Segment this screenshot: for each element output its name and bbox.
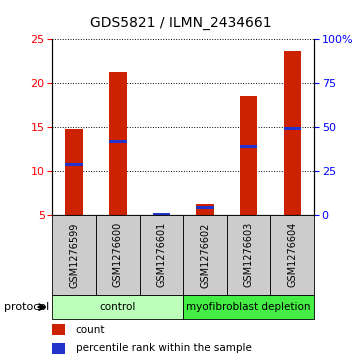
Bar — [227, 215, 270, 295]
Text: GSM1276602: GSM1276602 — [200, 222, 210, 287]
Text: GSM1276601: GSM1276601 — [156, 222, 166, 287]
Bar — [196, 204, 214, 215]
Bar — [283, 51, 301, 215]
Text: GDS5821 / ILMN_2434661: GDS5821 / ILMN_2434661 — [90, 16, 271, 30]
Bar — [52, 295, 183, 319]
Bar — [96, 215, 140, 295]
Bar — [140, 215, 183, 295]
Text: GSM1276603: GSM1276603 — [244, 222, 254, 287]
Bar — [65, 163, 83, 166]
Text: count: count — [76, 325, 105, 335]
Bar — [240, 145, 257, 148]
Bar — [109, 140, 126, 143]
Text: myofibroblast depletion: myofibroblast depletion — [186, 302, 311, 312]
Text: protocol: protocol — [4, 302, 49, 312]
Text: percentile rank within the sample: percentile rank within the sample — [76, 343, 252, 354]
Bar — [196, 206, 214, 209]
Text: GSM1276604: GSM1276604 — [287, 222, 297, 287]
Bar — [52, 215, 96, 295]
Bar — [240, 96, 257, 215]
Text: GSM1276599: GSM1276599 — [69, 222, 79, 287]
Text: control: control — [100, 302, 136, 312]
Bar — [65, 129, 83, 215]
Bar — [183, 215, 227, 295]
Bar — [183, 295, 314, 319]
Bar — [52, 343, 65, 354]
Bar — [283, 127, 301, 130]
Bar — [153, 213, 170, 216]
Bar — [52, 324, 65, 335]
Bar — [109, 72, 126, 215]
Text: GSM1276600: GSM1276600 — [113, 222, 123, 287]
Bar — [270, 215, 314, 295]
